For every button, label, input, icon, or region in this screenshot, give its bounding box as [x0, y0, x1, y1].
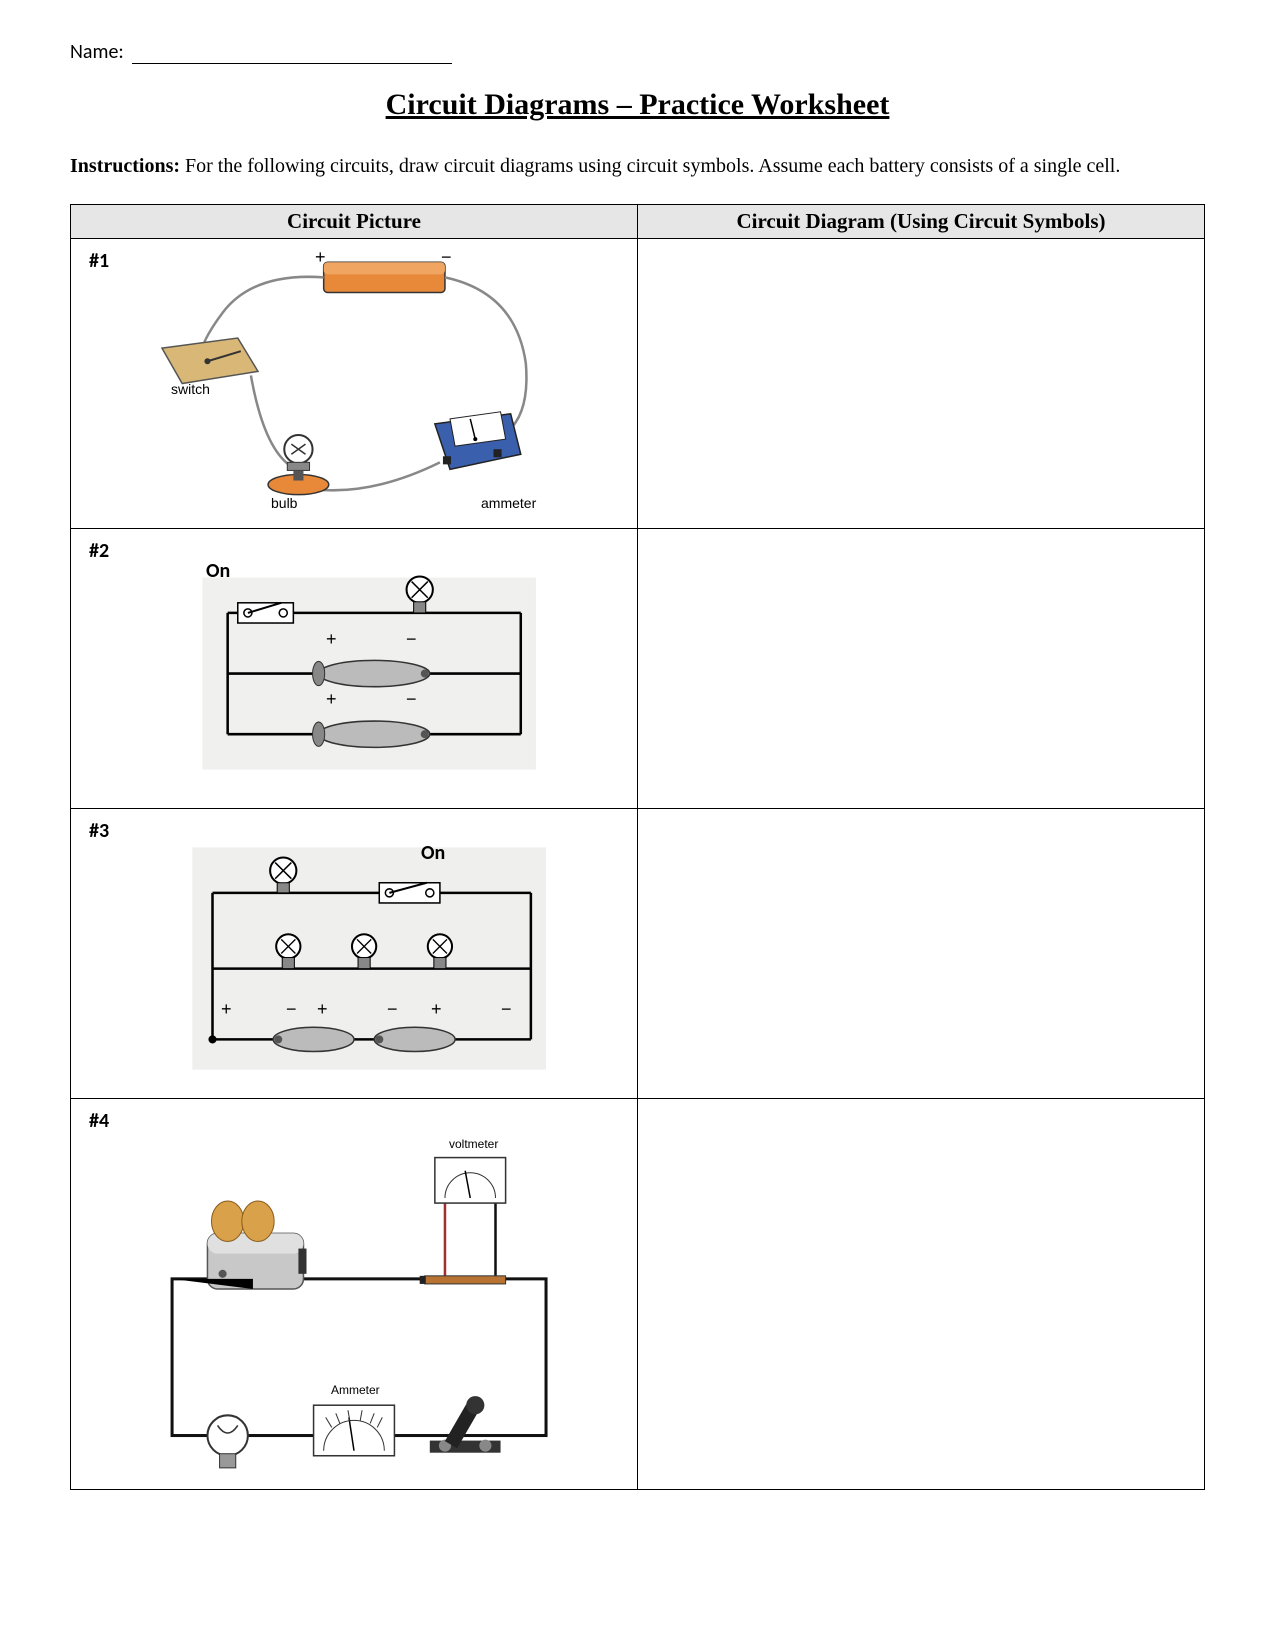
plus-label: + — [221, 999, 232, 1020]
diagram-cell-1[interactable] — [638, 239, 1205, 529]
minus-label: − — [441, 247, 452, 268]
table-row: #2 — [71, 529, 1205, 809]
circuit2-svg — [71, 529, 637, 808]
on-label: On — [421, 841, 445, 865]
row-number: #1 — [89, 249, 109, 273]
voltmeter-label: voltmeter — [449, 1137, 498, 1151]
circuit-picture-1: #1 — [71, 239, 637, 528]
plus-label: + — [315, 247, 326, 268]
instructions-text: For the following circuits, draw circuit… — [180, 155, 1120, 177]
minus-label: − — [387, 999, 398, 1020]
diagram-cell-2[interactable] — [638, 529, 1205, 809]
row-number: #4 — [89, 1109, 109, 1133]
worksheet-table: Circuit Picture Circuit Diagram (Using C… — [70, 204, 1205, 1490]
table-row: #1 — [71, 239, 1205, 529]
circuit3-svg — [71, 809, 637, 1098]
plus-label: + — [326, 629, 337, 650]
instructions-bold: Instructions: — [70, 155, 180, 177]
ammeter-label: Ammeter — [331, 1383, 380, 1397]
table-row: #4 — [71, 1099, 1205, 1490]
minus-label: − — [501, 999, 512, 1020]
circuit-picture-4: #4 — [71, 1099, 637, 1489]
name-field: Name: — [70, 40, 1205, 64]
circuit-picture-3: #3 — [71, 809, 637, 1098]
diagram-cell-3[interactable] — [638, 809, 1205, 1099]
page-title: Circuit Diagrams – Practice Worksheet — [70, 88, 1205, 122]
plus-label: + — [317, 999, 328, 1020]
row-number: #2 — [89, 539, 109, 563]
diagram-cell-4[interactable] — [638, 1099, 1205, 1490]
switch-label: switch — [171, 381, 210, 397]
ammeter-label: ammeter — [481, 495, 536, 511]
bulb-label: bulb — [271, 495, 297, 511]
plus-label: + — [326, 689, 337, 710]
col-header-diagram: Circuit Diagram (Using Circuit Symbols) — [638, 205, 1205, 239]
circuit1-svg — [71, 239, 637, 528]
plus-label: + — [431, 999, 442, 1020]
name-blank-line[interactable] — [132, 63, 452, 64]
circuit4-svg — [71, 1099, 637, 1489]
minus-label: − — [406, 689, 417, 710]
name-label: Name: — [70, 40, 124, 64]
table-row: #3 — [71, 809, 1205, 1099]
row-number: #3 — [89, 819, 109, 843]
circuit-picture-2: #2 — [71, 529, 637, 808]
col-header-picture: Circuit Picture — [71, 205, 638, 239]
minus-label: − — [286, 999, 297, 1020]
on-label: On — [206, 559, 230, 583]
instructions: Instructions: For the following circuits… — [70, 152, 1205, 180]
minus-label: − — [406, 629, 417, 650]
